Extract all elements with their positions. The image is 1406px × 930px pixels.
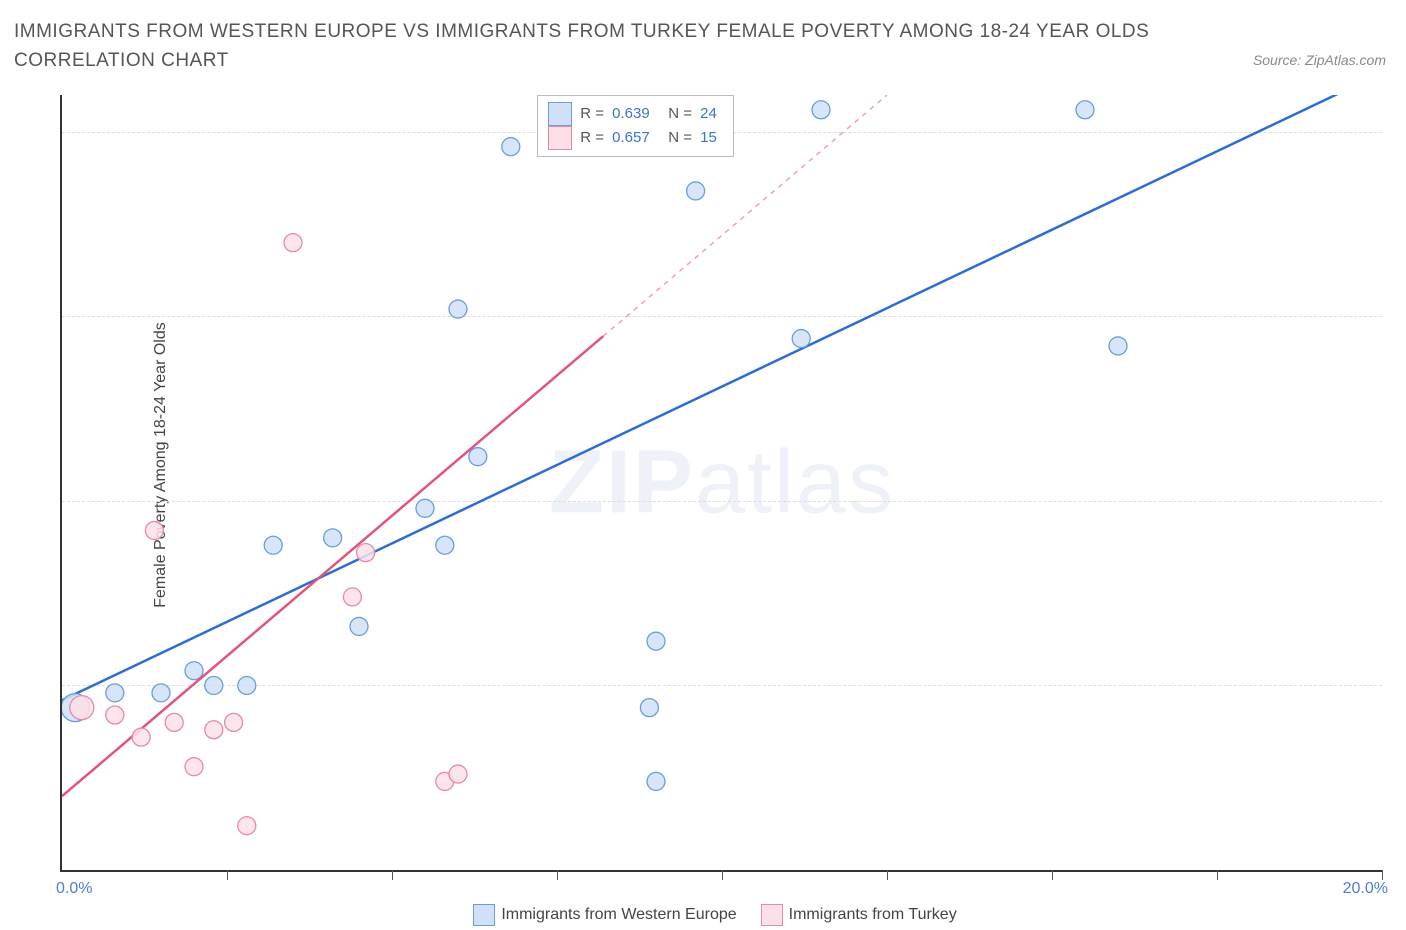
- x-tick: [1052, 870, 1053, 880]
- legend-swatch: [761, 904, 783, 926]
- x-tick: [887, 870, 888, 880]
- legend-label: Immigrants from Turkey: [789, 906, 957, 923]
- x-tick: [722, 870, 723, 880]
- x-tick: [557, 870, 558, 880]
- legend-swatch: [548, 102, 572, 126]
- legend-stats: R = 0.657 N = 15: [580, 126, 723, 150]
- x-tick: [392, 870, 393, 880]
- x-min-label: 0.0%: [56, 880, 92, 898]
- legend-row: R = 0.639 N = 24: [548, 102, 723, 126]
- chart-title: IMMIGRANTS FROM WESTERN EUROPE VS IMMIGR…: [14, 18, 1206, 75]
- legend-label: Immigrants from Western Europe: [501, 906, 736, 923]
- x-tick: [227, 870, 228, 880]
- legend-swatch: [548, 126, 572, 150]
- scatter-svg: [62, 95, 1382, 870]
- stats-legend: R = 0.639 N = 24R = 0.657 N = 15: [537, 95, 734, 157]
- y-tick-label: 100.0%: [1390, 123, 1406, 141]
- y-tick-label: 25.0%: [1390, 676, 1406, 694]
- legend-row: R = 0.657 N = 15: [548, 126, 723, 150]
- x-tick: [1217, 870, 1218, 880]
- source-credit: Source: ZipAtlas.com: [1253, 52, 1386, 68]
- y-tick-label: 75.0%: [1390, 307, 1406, 325]
- legend-swatch: [473, 904, 495, 926]
- plot-area: ZIPatlas 25.0%50.0%75.0%100.0%0.0%20.0%R…: [60, 95, 1382, 872]
- x-max-label: 20.0%: [1343, 880, 1388, 898]
- bottom-legend: Immigrants from Western Europe Immigrants…: [0, 904, 1406, 926]
- x-tick: [1382, 870, 1383, 880]
- legend-stats: R = 0.639 N = 24: [580, 102, 723, 126]
- y-tick-label: 50.0%: [1390, 492, 1406, 510]
